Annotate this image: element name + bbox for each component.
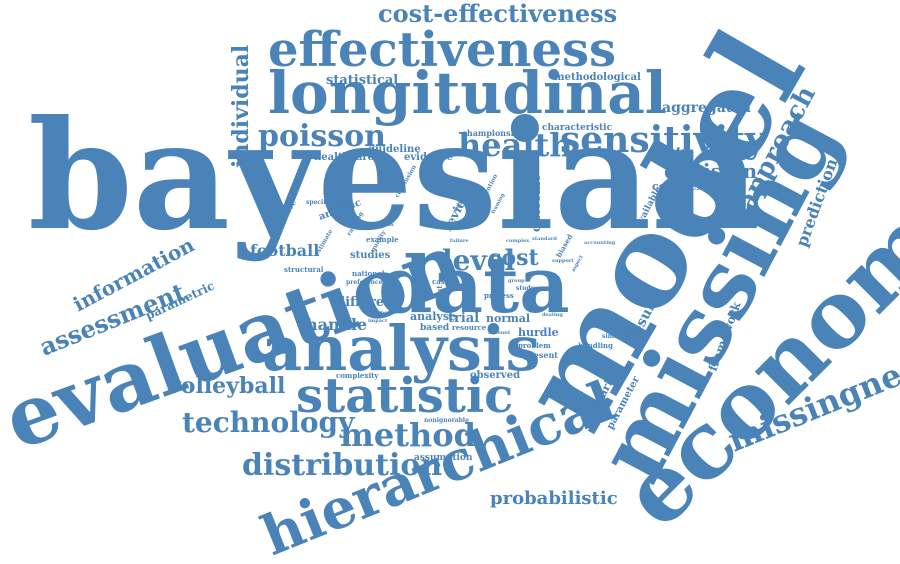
word-guideline: guideline <box>368 144 421 155</box>
word-football: football <box>250 241 319 260</box>
word-group: group <box>508 278 525 284</box>
word-effectiveness: effectiveness <box>268 22 616 78</box>
word-characteristic: characteristic <box>542 123 613 133</box>
word-cost: cost <box>488 245 539 271</box>
word-level: level <box>442 244 515 277</box>
word-evidence: evidence <box>404 152 453 163</box>
word-outcome: outcome <box>529 174 543 232</box>
word-nonignorable: nonignorable <box>424 417 469 424</box>
word-observed: observed <box>470 370 520 381</box>
word-studies: studies <box>350 250 391 261</box>
word-different: different <box>336 295 400 310</box>
word-specification: specification <box>306 199 349 206</box>
word-accounting: accounting <box>584 240 616 246</box>
word-health: health <box>458 126 573 164</box>
word-simulation: simulation <box>602 333 639 340</box>
word-trial: trial <box>448 311 479 326</box>
word-failure: failure <box>450 238 469 244</box>
word-handling: handling <box>578 341 613 350</box>
word-support: support <box>552 258 574 264</box>
word-technology: technology <box>182 406 355 439</box>
word-process: process <box>484 291 514 300</box>
word-handle: handle <box>306 315 367 334</box>
word-value: value <box>465 210 481 216</box>
word-bayesian: bayesian <box>28 88 760 264</box>
word-poisson: poisson <box>258 119 386 154</box>
word-complex: complex <box>506 238 530 244</box>
word-probabilistic: probabilistic <box>490 488 618 509</box>
word-complexities: complexities <box>652 180 730 193</box>
word-analysis: analysis <box>262 312 540 385</box>
word-method: method <box>340 416 476 454</box>
word-restriction: restriction <box>364 222 394 228</box>
word-account: account <box>488 330 511 336</box>
word-championship: championship <box>462 128 525 138</box>
word-point: point <box>435 285 444 306</box>
word-case: case <box>432 277 450 286</box>
word-longitudinal: longitudinal <box>268 59 667 127</box>
word-aggregated: aggregated <box>662 100 751 116</box>
word-response: response <box>372 310 397 316</box>
word-dealing: dealing <box>542 312 563 318</box>
word-cost-effectiveness: cost-effectiveness <box>378 0 617 28</box>
word-healthcare: healthcare <box>314 152 374 163</box>
word-resource: resource <box>452 323 487 332</box>
word-example: example <box>366 235 399 244</box>
word-individual: individual <box>228 45 254 168</box>
word-present: present <box>524 350 558 360</box>
word-statistic: statistic <box>296 368 513 424</box>
word-based: based <box>420 323 450 333</box>
word-assumption: assumption <box>414 453 473 463</box>
word-complexity: complexity <box>336 371 379 380</box>
word-data: data <box>378 240 570 331</box>
word-hurdle: hurdle <box>518 326 559 339</box>
word-structural: structural <box>284 265 324 274</box>
word-decision: decision <box>664 159 758 183</box>
word-standard: standard <box>532 236 557 242</box>
word-analyse: analyse <box>410 310 456 323</box>
word-distribution: distribution <box>242 448 442 483</box>
word-study: study <box>516 285 535 292</box>
word-methodological: methodological <box>554 72 641 83</box>
word-preference: preference <box>346 279 383 286</box>
word-uncertainty: uncertainty <box>602 325 641 332</box>
word-problem: problem <box>518 341 551 350</box>
word-statistical: statistical <box>326 73 398 88</box>
word-normal: normal <box>486 312 530 325</box>
word-impact: impact <box>368 318 388 324</box>
word-national: national <box>352 269 385 278</box>
word-sensitivity: sensitivity <box>560 119 767 161</box>
word-volleyball: volleyball <box>167 373 285 399</box>
